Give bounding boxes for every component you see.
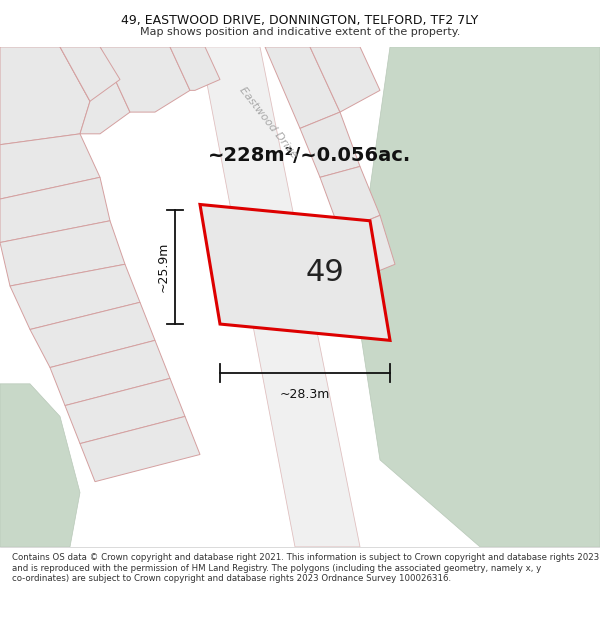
Polygon shape [50, 341, 170, 406]
Text: ~228m²/~0.056ac.: ~228m²/~0.056ac. [208, 146, 412, 165]
Polygon shape [80, 416, 200, 482]
Polygon shape [10, 264, 140, 329]
Text: ~25.9m: ~25.9m [157, 242, 170, 292]
Polygon shape [60, 47, 120, 101]
Polygon shape [0, 177, 110, 242]
Polygon shape [100, 47, 190, 112]
Polygon shape [65, 378, 185, 444]
Polygon shape [30, 302, 155, 368]
Polygon shape [0, 134, 100, 199]
Text: Contains OS data © Crown copyright and database right 2021. This information is : Contains OS data © Crown copyright and d… [12, 553, 599, 583]
Polygon shape [0, 384, 80, 547]
Polygon shape [200, 204, 390, 341]
Polygon shape [360, 47, 600, 547]
Polygon shape [60, 47, 130, 134]
Polygon shape [320, 166, 380, 232]
Text: Eastwood Drive: Eastwood Drive [237, 86, 299, 161]
Polygon shape [0, 221, 125, 286]
Polygon shape [0, 47, 90, 145]
Text: Map shows position and indicative extent of the property.: Map shows position and indicative extent… [140, 27, 460, 37]
Polygon shape [310, 47, 380, 112]
Polygon shape [265, 47, 340, 128]
Text: 49: 49 [305, 258, 344, 287]
Polygon shape [300, 112, 360, 178]
Polygon shape [170, 47, 220, 91]
Polygon shape [340, 216, 395, 281]
Polygon shape [200, 47, 360, 547]
Text: 49, EASTWOOD DRIVE, DONNINGTON, TELFORD, TF2 7LY: 49, EASTWOOD DRIVE, DONNINGTON, TELFORD,… [121, 14, 479, 27]
Text: ~28.3m: ~28.3m [280, 388, 330, 401]
